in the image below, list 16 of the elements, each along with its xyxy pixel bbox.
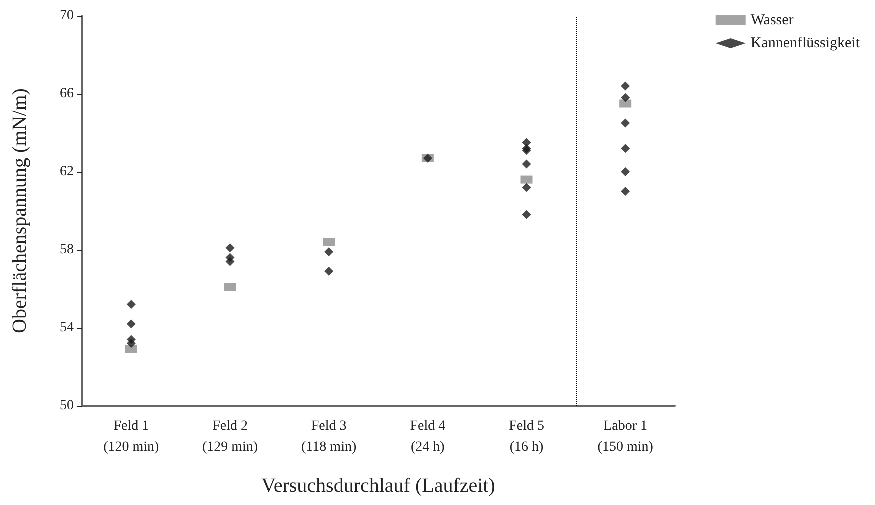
- y-tick-label: 58: [60, 242, 74, 258]
- y-tick-label: 54: [60, 320, 74, 336]
- x-tick-label: Feld 4 (24 h): [410, 419, 446, 455]
- legend-label: Wasser: [750, 12, 794, 28]
- x-tick-label: Labor 1 (150 min): [598, 419, 654, 455]
- legend-label: Kannenflüssigkeit: [750, 36, 861, 52]
- x-tick-label: Feld 3 (118 min): [302, 419, 357, 455]
- y-tick-label: 70: [60, 8, 74, 24]
- x-tick-label: Feld 1 (120 min): [104, 419, 160, 455]
- y-tick-label: 62: [60, 164, 74, 180]
- x-axis-title: Versuchsdurchlauf (Laufzeit): [262, 475, 496, 497]
- x-tick-label: Feld 2 (129 min): [202, 419, 258, 455]
- y-tick-label: 66: [60, 86, 74, 102]
- x-tick-label: Feld 5 (16 h): [509, 419, 544, 455]
- y-tick-label: 50: [60, 398, 74, 414]
- y-axis-title: Oberflächenspannung (mN/m): [9, 88, 31, 334]
